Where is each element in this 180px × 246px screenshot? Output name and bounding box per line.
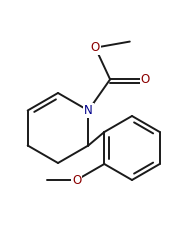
- Text: O: O: [91, 41, 100, 54]
- Text: O: O: [140, 73, 150, 86]
- Text: N: N: [84, 104, 93, 117]
- Text: O: O: [72, 173, 81, 186]
